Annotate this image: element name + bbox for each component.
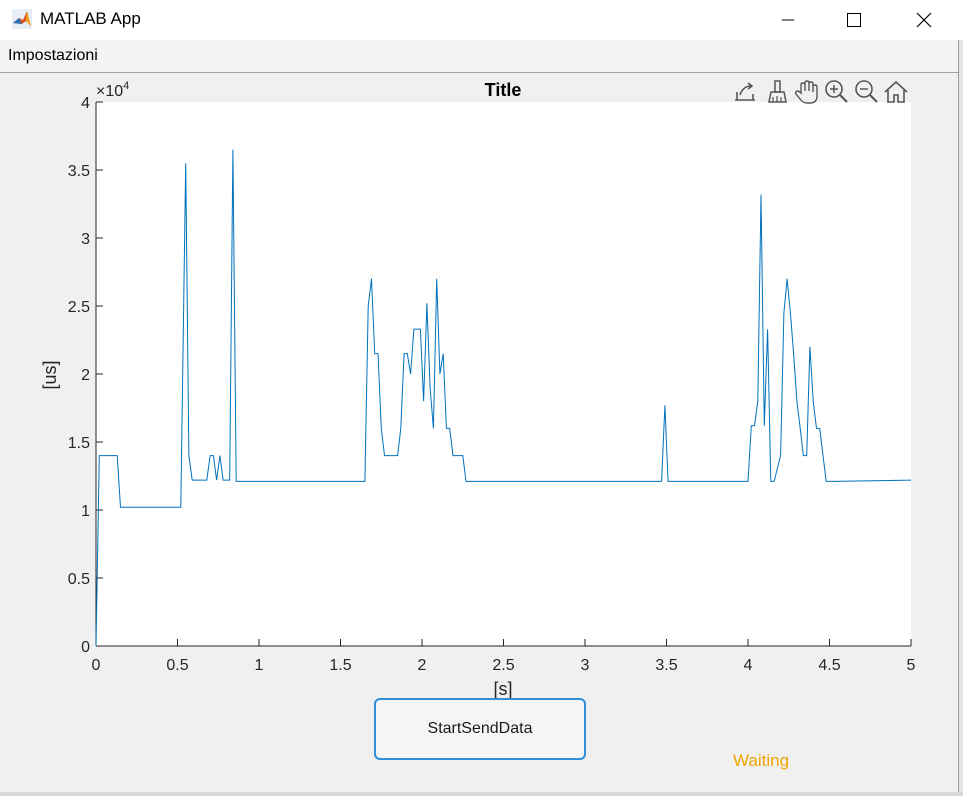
window-titlebar: MATLAB App <box>0 0 963 40</box>
start-send-data-button[interactable]: StartSendData <box>374 698 586 760</box>
matlab-logo-icon <box>12 9 32 29</box>
menu-bar: Impostazioni <box>0 40 963 73</box>
x-tick-label: 3 <box>581 657 590 674</box>
export-icon[interactable] <box>731 78 759 106</box>
minimize-icon <box>782 19 794 21</box>
x-tick-label: 0.5 <box>166 657 188 674</box>
y-exponent-label: ×104 <box>96 80 129 100</box>
x-tick-label: 5 <box>907 657 916 674</box>
zoom-out-icon[interactable] <box>852 78 880 106</box>
close-button[interactable] <box>901 0 947 40</box>
window-bottom-edge <box>0 792 963 796</box>
plot-axes: 0 0.5 1 1.5 2 2.5 3 3.5 4 4.5 5 00.511.522.533.54 … <box>40 80 916 699</box>
x-tick-label: 3.5 <box>655 657 677 674</box>
minimize-button[interactable] <box>765 0 811 40</box>
x-axis-label: [s] <box>493 679 512 699</box>
x-tick-label: 2.5 <box>492 657 514 674</box>
maximize-button[interactable] <box>831 0 877 40</box>
y-tick-label: 0.5 <box>68 571 90 588</box>
x-tick-label: 4.5 <box>818 657 840 674</box>
y-tick-label: 3 <box>81 231 90 248</box>
y-exponent-power: 4 <box>123 80 129 92</box>
menu-item-impostazioni[interactable]: Impostazioni <box>8 47 98 64</box>
x-tick-label: 4 <box>744 657 753 674</box>
x-tick-label: 0 <box>92 657 101 674</box>
y-tick-label: 3.5 <box>68 163 90 180</box>
home-icon[interactable] <box>882 78 910 106</box>
window-right-edge <box>958 40 963 796</box>
y-tick-label: 1.5 <box>68 435 90 452</box>
y-axis-label: [us] <box>40 360 60 389</box>
y-tick-label: 0 <box>81 639 90 656</box>
y-tick-label: 2.5 <box>68 299 90 316</box>
status-label: Waiting <box>733 751 790 770</box>
zoom-in-icon[interactable] <box>822 78 850 106</box>
maximize-icon <box>847 13 861 27</box>
x-tick-label: 1 <box>255 657 264 674</box>
x-tick-label: 2 <box>418 657 427 674</box>
brush-icon[interactable] <box>763 78 791 106</box>
y-tick-label: 1 <box>81 503 90 520</box>
plot-area <box>96 102 911 646</box>
x-tick-label: 1.5 <box>329 657 351 674</box>
pan-hand-icon[interactable] <box>793 78 821 106</box>
chart-title: Title <box>485 80 522 100</box>
close-icon <box>916 12 932 28</box>
y-tick-label: 2 <box>81 367 90 384</box>
y-tick-label: 4 <box>81 95 90 112</box>
window-title: MATLAB App <box>40 9 141 28</box>
data-series-line <box>95 149 912 647</box>
